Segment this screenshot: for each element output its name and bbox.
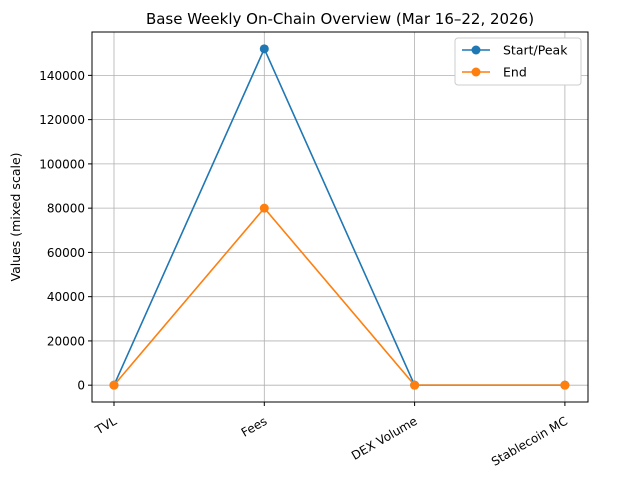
y-tick-label: 80000 bbox=[47, 202, 85, 216]
data-point bbox=[109, 380, 119, 390]
data-point bbox=[259, 203, 269, 213]
legend: Start/Peak End bbox=[454, 37, 582, 86]
data-point bbox=[410, 380, 420, 390]
legend-marker bbox=[471, 67, 481, 77]
x-tick-label: Fees bbox=[239, 414, 270, 440]
y-tick-label: 20000 bbox=[47, 334, 85, 348]
y-tick-label: 100000 bbox=[39, 157, 85, 171]
x-tick-label: Stablecoin MC bbox=[489, 414, 570, 469]
y-tick-label: 40000 bbox=[47, 290, 85, 304]
y-axis-label: Values (mixed scale) bbox=[8, 152, 23, 281]
series-line-1 bbox=[113, 206, 565, 386]
plot-frame bbox=[91, 31, 589, 403]
y-tick-label: 120000 bbox=[39, 113, 85, 127]
data-point bbox=[560, 380, 570, 390]
legend-label: End bbox=[503, 65, 527, 80]
legend-label: Start/Peak bbox=[503, 43, 568, 58]
chart-title: Base Weekly On-Chain Overview (Mar 16–22… bbox=[146, 10, 534, 28]
x-tick-label: TVL bbox=[92, 414, 119, 438]
y-tick-label: 60000 bbox=[47, 246, 85, 260]
series-line-0 bbox=[113, 46, 565, 386]
data-point bbox=[259, 44, 269, 54]
y-tick-label: 140000 bbox=[39, 69, 85, 83]
legend-marker bbox=[471, 45, 481, 55]
x-tick-label: DEX Volume bbox=[349, 414, 420, 463]
y-tick-label: 0 bbox=[77, 379, 85, 393]
